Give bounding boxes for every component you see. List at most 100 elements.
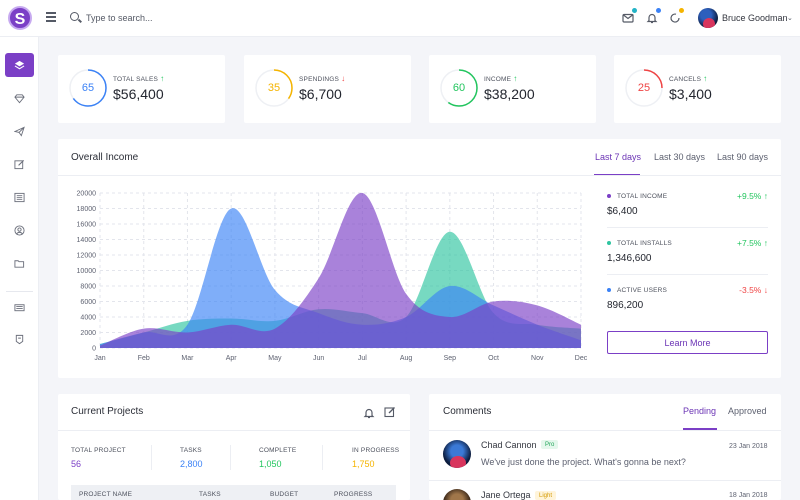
sync-icon[interactable] [669, 8, 684, 23]
x-tick-label: Jun [313, 355, 324, 362]
comment-date: 23 Jan 2018 [729, 443, 768, 450]
card-divider [58, 175, 781, 176]
income-area-chart: 0 2000 4000 6000 8000 10000 12000 14000 16000 180… [77, 191, 588, 363]
search-icon[interactable] [70, 12, 79, 21]
sidebar-item-layers[interactable] [5, 53, 34, 77]
x-tick-label: Oct [488, 355, 499, 362]
sidebar-item-diamond[interactable] [5, 86, 34, 110]
area-series-2 [100, 192, 581, 348]
user-avatar[interactable] [698, 8, 718, 28]
stat-card-total-sales: 65 TOTAL SALES ↑ $56,400 [58, 55, 225, 123]
y-tick-label: 10000 [77, 268, 97, 275]
arrow-up-icon: ↑ [763, 238, 768, 248]
column-header[interactable]: TASKS [199, 491, 221, 498]
sidebar-item-badge[interactable] [5, 327, 34, 351]
column-header[interactable]: BUDGET [270, 491, 299, 498]
projects-table-header: PROJECT NAME TASKS BUDGET PROGRESS [71, 485, 396, 500]
chevron-down-icon[interactable]: ⌄ [787, 15, 793, 22]
summary-value: 1,346,600 [607, 253, 652, 264]
tab-last-30-days[interactable]: Last 30 days [654, 152, 706, 162]
comment-avatar[interactable] [443, 440, 471, 468]
x-tick-label: May [268, 355, 282, 362]
active-tab-indicator [683, 428, 717, 430]
y-tick-label: 12000 [77, 253, 97, 260]
x-tick-label: Aug [400, 355, 413, 362]
summary-label: ACTIVE USERS [617, 287, 668, 294]
user-name[interactable]: Bruce Goodman [722, 13, 788, 23]
bell-icon[interactable] [363, 406, 375, 419]
comment-badge: Pro [541, 440, 559, 449]
stat-percent: 60 [452, 82, 466, 94]
mail-badge-dot [632, 8, 637, 13]
card-divider [58, 430, 410, 431]
column-header[interactable]: PROJECT NAME [79, 491, 133, 498]
sidebar-item-send[interactable] [5, 119, 34, 143]
layers-icon [14, 60, 25, 69]
list-icon [14, 192, 25, 202]
sidebar [0, 37, 39, 500]
x-tick-label: Jan [94, 355, 105, 362]
column-divider [230, 445, 231, 470]
project-summary-value: 1,050 [259, 459, 282, 469]
comments-title: Comments [443, 406, 492, 417]
comments-card [429, 394, 781, 500]
card-divider [429, 430, 781, 431]
progress-ring: 35 [254, 68, 294, 108]
edit-icon[interactable] [384, 405, 396, 418]
comment-text: We've just done the project. What's gonn… [481, 457, 686, 467]
search-input[interactable] [86, 10, 286, 26]
sidebar-item-profile[interactable] [5, 218, 34, 242]
app-logo[interactable]: S [8, 6, 32, 30]
column-header[interactable]: PROGRESS [334, 491, 373, 498]
tab-approved[interactable]: Approved [728, 406, 767, 416]
arrow-up-icon: ↑ [703, 74, 708, 83]
project-summary-value: 2,800 [180, 459, 203, 469]
comment-author[interactable]: Chad Cannon [481, 440, 537, 450]
tab-last-7-days[interactable]: Last 7 days [595, 152, 642, 162]
project-summary-label: IN PROGRESS [352, 447, 400, 454]
stat-label: INCOME ↑ [484, 74, 518, 83]
legend-dot [607, 288, 611, 292]
stat-label: TOTAL SALES ↑ [113, 74, 165, 83]
mail-icon[interactable] [622, 8, 637, 23]
tab-pending[interactable]: Pending [683, 406, 717, 416]
arrow-up-icon: ↑ [513, 74, 518, 83]
y-tick-label: 20000 [77, 191, 97, 198]
x-tick-label: Sep [444, 355, 457, 362]
bell-icon[interactable] [646, 8, 661, 24]
stat-percent: 25 [637, 82, 651, 94]
chart-areas [100, 192, 581, 348]
stat-value: $38,200 [484, 86, 535, 102]
sidebar-item-edit[interactable] [5, 152, 34, 176]
stat-value: $56,400 [113, 86, 164, 102]
stat-card-cancels: 25 CANCELS ↑ $3,400 [614, 55, 781, 123]
progress-ring: 25 [624, 68, 664, 108]
project-summary-value: 1,750 [352, 459, 375, 469]
comment-avatar[interactable] [443, 489, 471, 500]
sidebar-item-list[interactable] [5, 185, 34, 209]
keyboard-icon [14, 303, 25, 311]
sidebar-divider [6, 291, 33, 292]
summary-label: TOTAL INSTALLS [617, 240, 672, 247]
y-tick-label: 4000 [80, 315, 96, 322]
tab-last-90-days[interactable]: Last 90 days [717, 152, 769, 162]
sidebar-item-keyboard[interactable] [5, 295, 34, 319]
y-tick-label: 8000 [80, 284, 96, 291]
arrow-down-icon: ↓ [763, 285, 768, 295]
comment-author[interactable]: Jane Ortega [481, 490, 531, 500]
project-summary-label: TOTAL PROJECT [71, 447, 126, 454]
arrow-up-icon: ↑ [160, 74, 165, 83]
x-tick-label: Mar [181, 355, 194, 362]
comment-badge: Light [535, 491, 557, 500]
edit-icon [14, 159, 25, 169]
sidebar-item-folder[interactable] [5, 251, 34, 275]
stat-value: $3,400 [669, 86, 712, 102]
x-tick-label: Nov [531, 355, 544, 362]
menu-icon[interactable] [46, 12, 56, 24]
x-tick-label: Dec [575, 355, 588, 362]
column-divider [322, 445, 323, 470]
y-tick-label: 14000 [77, 237, 97, 244]
summary-value: 896,200 [607, 300, 644, 311]
x-tick-label: Feb [138, 355, 150, 362]
learn-more-button[interactable]: Learn More [607, 331, 768, 354]
